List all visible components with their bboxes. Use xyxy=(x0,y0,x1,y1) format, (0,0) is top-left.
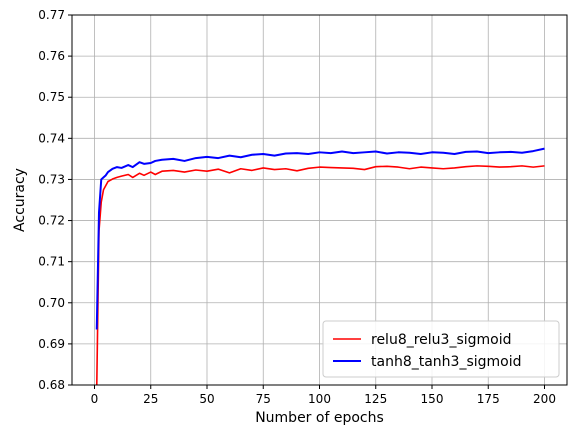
y-tick-label: 0.72 xyxy=(38,214,65,228)
y-tick-label: 0.77 xyxy=(38,8,65,22)
x-tick-label: 200 xyxy=(533,392,556,406)
y-axis-label: Accuracy xyxy=(12,168,28,232)
x-tick-label: 0 xyxy=(91,392,99,406)
axis-ticks: 0 25 50 75 100 125 150 175 200 0.68 0.69 0.70 0.71 0.… xyxy=(38,8,556,406)
y-tick-label: 0.76 xyxy=(38,49,65,63)
x-tick-label: 125 xyxy=(364,392,387,406)
x-tick-label: 175 xyxy=(477,392,500,406)
legend: relu8_relu3_sigmoid tanh8_tanh3_sigmoid xyxy=(322,320,560,378)
series-line-tanh8-tanh3-sigmoid xyxy=(95,147,545,330)
y-tick-label: 0.75 xyxy=(38,90,65,104)
legend-box xyxy=(322,320,560,378)
y-tick-label: 0.74 xyxy=(38,131,65,145)
x-tick-label: 75 xyxy=(256,392,271,406)
y-tick-label: 0.71 xyxy=(38,255,65,269)
x-tick-label: 50 xyxy=(199,392,214,406)
legend-label-tanh8-tanh3-sigmoid: tanh8_tanh3_sigmoid xyxy=(371,354,522,370)
series-line-relu8-relu3-sigmoid xyxy=(95,165,545,385)
y-tick-label: 0.70 xyxy=(38,296,65,310)
y-tick-label: 0.69 xyxy=(38,337,65,351)
grid xyxy=(72,14,567,386)
series-lines xyxy=(95,147,545,385)
x-axis-label: Number of epochs xyxy=(255,410,384,426)
y-tick-label: 0.73 xyxy=(38,172,65,186)
x-tick-label: 100 xyxy=(308,392,331,406)
y-tick-label: 0.68 xyxy=(38,378,65,392)
x-tick-label: 150 xyxy=(421,392,444,406)
legend-label-relu8-relu3-sigmoid: relu8_relu3_sigmoid xyxy=(371,332,512,348)
x-tick-label: 25 xyxy=(143,392,158,406)
